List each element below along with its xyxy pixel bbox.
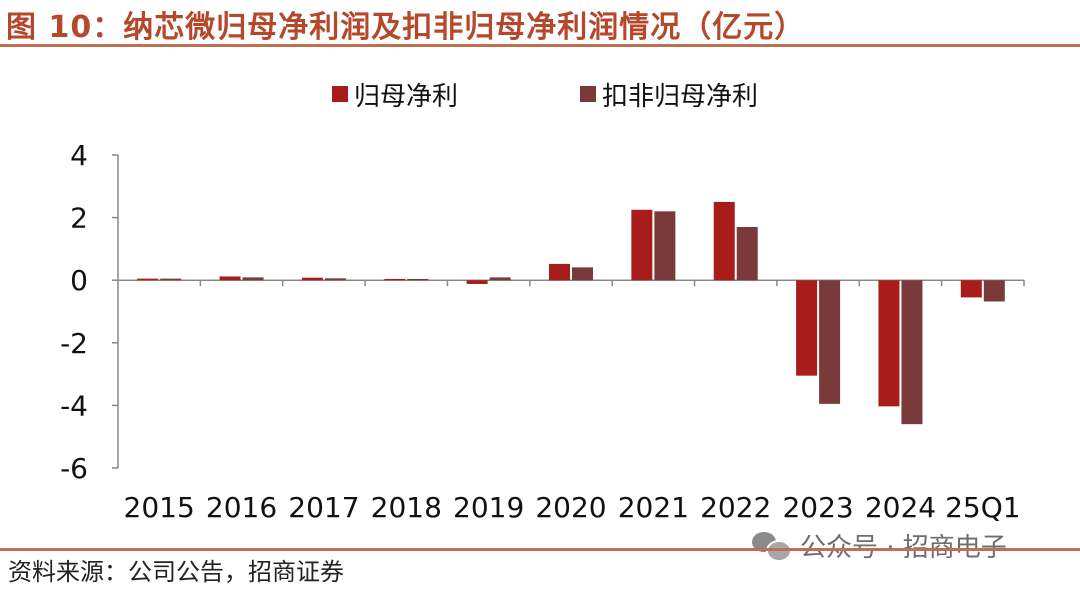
x-category-label: 2018 (371, 491, 442, 524)
bar-series-2-2018 (407, 278, 429, 281)
title-divider (0, 44, 1080, 47)
figure-title: 图 10：纳芯微归母净利润及扣非归母净利润情况（亿元） (6, 10, 806, 45)
bar-series-2-2024 (901, 280, 923, 425)
x-category-label: 2022 (700, 491, 771, 524)
bar-series-2-2016 (242, 277, 264, 281)
bar-series-1-25Q1 (960, 280, 982, 298)
x-category-label: 2020 (535, 491, 606, 524)
legend-item-series-2: 扣非归母净利 (580, 74, 758, 114)
bar-series-1-2019 (466, 280, 488, 284)
bar-series-2-25Q1 (983, 280, 1005, 302)
legend-swatch-series-1 (332, 86, 348, 102)
chart-labels: 4 2 0 -2 -4 -6 2015 2016 2017 2018 2019 2020 2021 202… (60, 139, 1020, 524)
legend-item-series-1: 归母净利 (332, 74, 458, 114)
legend-label-series-2: 扣非归母净利 (602, 81, 759, 112)
x-category-label: 2015 (124, 491, 195, 524)
bar-series-2-2015 (160, 278, 182, 281)
source-divider (0, 548, 1080, 551)
bar-series-2-2022 (736, 226, 758, 281)
bar-series-1-2024 (878, 280, 900, 407)
y-tick-label: 2 (70, 202, 88, 235)
bar-series-1-2015 (137, 278, 159, 281)
bar-series-2-2020 (572, 267, 593, 281)
x-category-label: 2023 (782, 491, 853, 524)
y-tick-label: -6 (60, 452, 88, 485)
x-category-label: 2024 (865, 491, 936, 524)
bar-series-2-2023 (819, 280, 841, 404)
chart-axes (112, 154, 1025, 469)
watermark-text: 公众号 · 招商电子 (800, 532, 1007, 563)
bar-series-1-2018 (384, 278, 406, 281)
wechat-icon (752, 530, 792, 562)
bar-series-1-2016 (219, 276, 241, 281)
bar-series-1-2017 (301, 277, 323, 281)
source-note: 资料来源：公司公告，招商证券 (8, 558, 344, 586)
bar-series-2-2017 (324, 278, 346, 281)
x-category-label: 2017 (288, 491, 359, 524)
bar-series-1-2020 (549, 263, 570, 281)
legend-label-series-1: 归母净利 (354, 81, 459, 112)
legend-swatch-series-2 (580, 86, 596, 102)
x-category-label: 25Q1 (945, 491, 1020, 524)
bar-series-1-2021 (631, 209, 653, 281)
y-tick-label: -4 (60, 389, 88, 422)
x-category-label: 2016 (206, 491, 277, 524)
bar-series-2-2019 (489, 277, 511, 281)
y-tick-label: 4 (70, 139, 88, 172)
x-category-label: 2021 (618, 491, 689, 524)
y-tick-label: 0 (70, 264, 88, 297)
bar-series-1-2023 (796, 280, 818, 376)
x-category-label: 2019 (453, 491, 524, 524)
bar-series-2-2021 (654, 211, 676, 281)
watermark: 公众号 · 招商电子 (752, 528, 1007, 563)
chart-bars (137, 201, 1005, 425)
y-tick-label: -2 (60, 327, 88, 360)
bar-series-1-2022 (713, 201, 735, 281)
